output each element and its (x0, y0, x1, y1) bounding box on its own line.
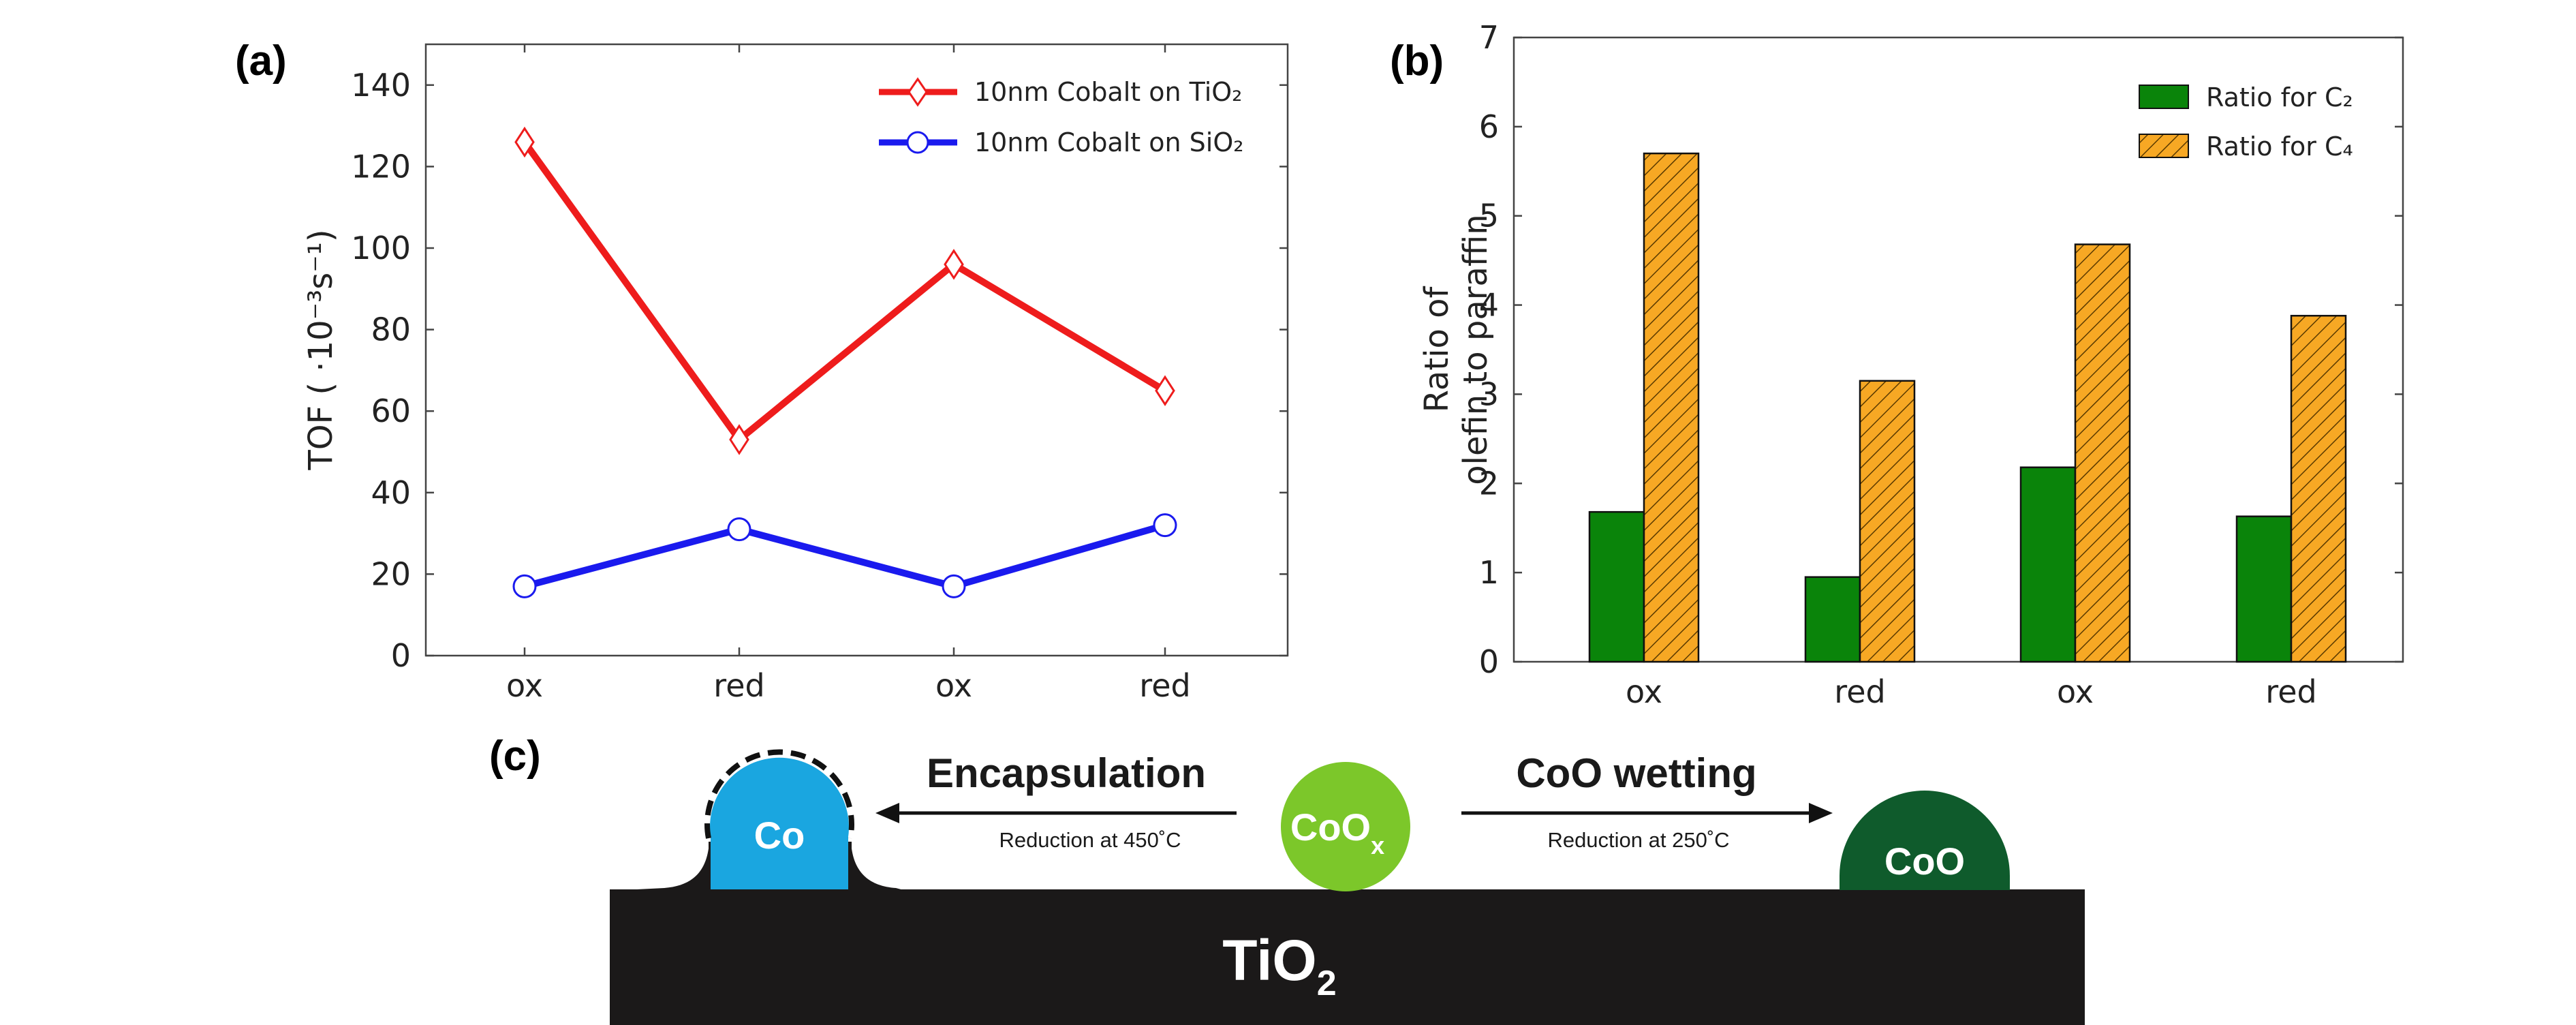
coox-label: CoOx (1290, 806, 1384, 859)
chart-b-plot-frame (1512, 36, 2404, 663)
chart-a-x-tick-label: red (1139, 667, 1190, 704)
chart-b-legend-swatch (2139, 134, 2189, 158)
chart-b-bar-c2 (2235, 515, 2293, 663)
chart-a-point-diamond (944, 249, 964, 280)
chart-a-x-tick-label: ox (506, 667, 543, 704)
chart-b-legend-swatch (2139, 85, 2189, 109)
chart-b-legend-label: Ratio for C₂ (2206, 82, 2353, 112)
chart-b-y-tick-label: 5 (1479, 198, 1499, 234)
chart-b-x-tick-label: red (1834, 673, 1885, 710)
chart-a-y-tick-label: 80 (371, 311, 411, 348)
chart-a-series-group (512, 126, 1177, 598)
chart-b-legend-label: Ratio for C₄ (2206, 132, 2353, 162)
chart-a-series-line-1 (523, 521, 1166, 590)
encapsulation-condition: Reduction at 450˚C (999, 828, 1181, 852)
chart-a-y-tick-label: 40 (371, 474, 411, 511)
chart-b-y-tick-label: 3 (1479, 376, 1499, 412)
chart-a-legend-label: 10nm Cobalt on SiO₂ (974, 127, 1244, 157)
chart-a-y-tick-label: 140 (351, 67, 411, 104)
coo-wetting-condition: Reduction at 250˚C (1547, 828, 1729, 852)
chart-b-y-tick-label: 2 (1479, 465, 1499, 502)
olefin-paraffin-bar-chart: 0 1 2 3 4 5 6 7 ox red ox red Ratio of olefin to p… (1418, 19, 2404, 710)
coo-wetting-arrow-head (1809, 803, 1833, 823)
chart-b-y-axis: 0 1 2 3 4 5 6 7 (1479, 19, 2403, 680)
chart-b-bar-c4 (1859, 380, 1916, 663)
chart-b-bar-c2 (1588, 510, 1645, 663)
chart-a-y-axis: 0 20 40 60 80 100 120 140 (351, 67, 1288, 674)
chart-a-point-diamond (514, 126, 535, 158)
chart-b-y-axis-title-line2: olefin to paraffin (1457, 214, 1495, 485)
chart-b-bar-c4 (2074, 243, 2131, 663)
chart-a-y-axis-title: TOF ( ·10⁻³s⁻¹) (302, 229, 340, 470)
chart-b-bars-group (1588, 152, 2347, 663)
chart-a-series-line-0 (521, 140, 1167, 444)
panel-label-c: (c) (489, 733, 541, 780)
chart-b-x-tick-label: ox (1626, 673, 1662, 710)
encapsulation-arrow-head (875, 803, 899, 823)
coox-particle (1281, 762, 1410, 891)
chart-a-y-tick-label: 120 (351, 148, 411, 185)
chart-a-y-tick-label: 100 (351, 230, 411, 266)
chart-a-point-diamond (729, 424, 749, 455)
chart-a-y-tick-label: 60 (371, 393, 411, 429)
coo-wetting-label: CoO wetting (1516, 750, 1756, 796)
chart-a-plot-frame (424, 43, 1289, 657)
chart-a-point-circle (942, 574, 966, 598)
tio2-substrate (610, 889, 2085, 1025)
co-particle (710, 757, 850, 889)
chart-b-bar-c4 (1643, 152, 1700, 663)
chart-a-point-diamond (1155, 375, 1175, 407)
chart-b-x-tick-label: red (2265, 673, 2316, 710)
panel-label-b: (b) (1390, 37, 1444, 85)
chart-a-point-circle (1153, 513, 1177, 538)
chart-b-legend: Ratio for C₂ Ratio for C₄ (2139, 82, 2353, 162)
chart-a-y-tick-label: 0 (391, 637, 411, 674)
chart-a-x-axis: ox red ox red (506, 44, 1191, 704)
chart-b-y-tick-label: 7 (1479, 19, 1499, 56)
chart-a-y-tick-label: 20 (371, 555, 411, 592)
chart-b-x-tick-label: ox (2057, 673, 2094, 710)
panel-label-a: (a) (235, 37, 287, 85)
chart-a-x-tick-label: red (713, 667, 764, 704)
tof-line-chart: 0 20 40 60 80 100 120 140 ox red ox red TOF ( ·10⁻… (302, 43, 1289, 704)
coo-particle (1840, 791, 2010, 890)
chart-b-bar-c4 (2290, 315, 2347, 663)
substrate-label: TiO2 (1222, 928, 1336, 1003)
cobalt-tio2-diagram: TiO2 Co CoOx CoO Encapsulation Reduction… (610, 749, 2085, 1025)
chart-b-y-tick-label: 6 (1479, 108, 1499, 145)
chart-b-bar-c2 (2019, 466, 2077, 663)
chart-b-x-axis: ox red ox red (1626, 654, 2317, 710)
chart-a-legend-label: 10nm Cobalt on TiO₂ (974, 77, 1242, 107)
chart-a-point-circle (727, 517, 751, 542)
chart-b-y-tick-label: 0 (1479, 643, 1499, 680)
chart-b-y-axis-title-line1: Ratio of (1418, 286, 1456, 413)
chart-a-point-circle (512, 574, 537, 598)
encapsulation-label: Encapsulation (927, 750, 1206, 796)
chart-a-legend-marker-circle (906, 131, 929, 154)
chart-a-legend: 10nm Cobalt on TiO₂ 10nm Cobalt on SiO₂ (879, 77, 1244, 157)
chart-b-y-tick-label: 1 (1479, 554, 1499, 591)
chart-a-legend-marker-diamond (907, 77, 928, 107)
coo-label: CoO (1884, 840, 1965, 883)
chart-b-bar-c2 (1804, 576, 1861, 663)
encapsulation-shell-dashed (704, 749, 854, 839)
chart-b-y-tick-label: 4 (1479, 287, 1499, 324)
co-label: Co (754, 814, 805, 857)
chart-a-x-tick-label: ox (935, 667, 972, 704)
